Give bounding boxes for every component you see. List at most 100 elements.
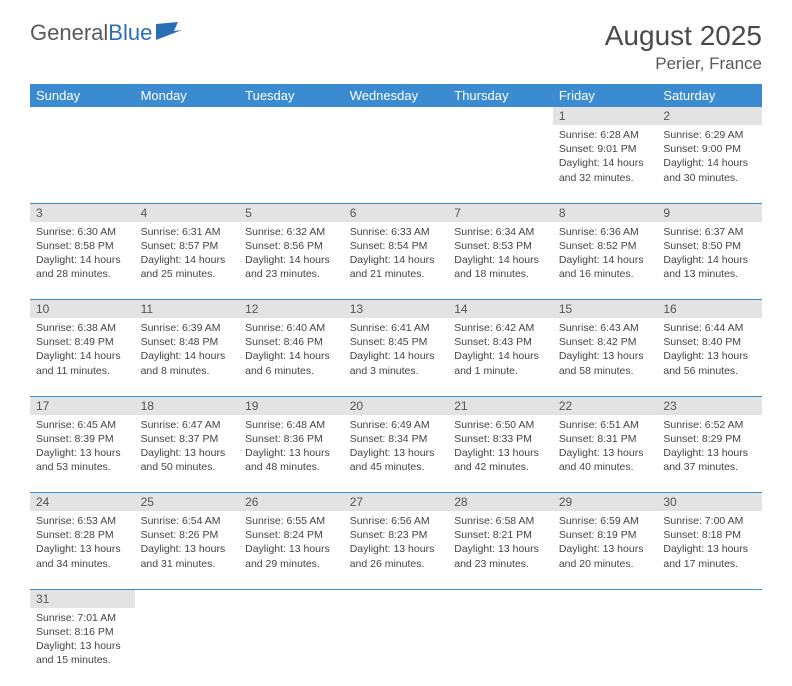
day-details: Sunrise: 6:32 AMSunset: 8:56 PMDaylight:…: [239, 222, 344, 286]
day-header-row: Sunday Monday Tuesday Wednesday Thursday…: [30, 84, 762, 107]
sunset-text: Sunset: 8:33 PM: [454, 432, 547, 446]
daylight-text: Daylight: 13 hours and 31 minutes.: [141, 542, 234, 570]
sunrise-text: Sunrise: 7:01 AM: [36, 611, 129, 625]
sunset-text: Sunset: 8:58 PM: [36, 239, 129, 253]
sunrise-text: Sunrise: 6:47 AM: [141, 418, 234, 432]
sunset-text: Sunset: 9:01 PM: [559, 142, 652, 156]
daylight-text: Daylight: 14 hours and 1 minute.: [454, 349, 547, 377]
day-details: Sunrise: 6:41 AMSunset: 8:45 PMDaylight:…: [344, 318, 449, 382]
day-number-cell: 29: [553, 493, 658, 512]
day-cell: [239, 608, 344, 686]
sunset-text: Sunset: 8:23 PM: [350, 528, 443, 542]
sunrise-text: Sunrise: 6:37 AM: [663, 225, 756, 239]
day-number-cell: 11: [135, 300, 240, 319]
sunrise-text: Sunrise: 6:48 AM: [245, 418, 338, 432]
day-header: Thursday: [448, 84, 553, 107]
daylight-text: Daylight: 14 hours and 23 minutes.: [245, 253, 338, 281]
day-header: Sunday: [30, 84, 135, 107]
daylight-text: Daylight: 13 hours and 53 minutes.: [36, 446, 129, 474]
day-number-cell: [448, 589, 553, 608]
sunset-text: Sunset: 8:36 PM: [245, 432, 338, 446]
day-cell: Sunrise: 6:40 AMSunset: 8:46 PMDaylight:…: [239, 318, 344, 396]
day-number-cell: 24: [30, 493, 135, 512]
day-header: Monday: [135, 84, 240, 107]
daylight-text: Daylight: 13 hours and 45 minutes.: [350, 446, 443, 474]
day-number-cell: 15: [553, 300, 658, 319]
sunrise-text: Sunrise: 6:30 AM: [36, 225, 129, 239]
daylight-text: Daylight: 13 hours and 15 minutes.: [36, 639, 129, 667]
daylight-text: Daylight: 14 hours and 25 minutes.: [141, 253, 234, 281]
sunrise-text: Sunrise: 6:33 AM: [350, 225, 443, 239]
day-number-cell: 1: [553, 107, 658, 125]
day-details: Sunrise: 6:52 AMSunset: 8:29 PMDaylight:…: [657, 415, 762, 479]
day-details: Sunrise: 6:59 AMSunset: 8:19 PMDaylight:…: [553, 511, 658, 575]
day-header: Friday: [553, 84, 658, 107]
month-title: August 2025: [605, 20, 762, 52]
daylight-text: Daylight: 13 hours and 23 minutes.: [454, 542, 547, 570]
day-details: Sunrise: 6:50 AMSunset: 8:33 PMDaylight:…: [448, 415, 553, 479]
day-number-cell: [135, 589, 240, 608]
sunrise-text: Sunrise: 6:53 AM: [36, 514, 129, 528]
day-cell: Sunrise: 6:36 AMSunset: 8:52 PMDaylight:…: [553, 222, 658, 300]
sunset-text: Sunset: 8:21 PM: [454, 528, 547, 542]
day-details: Sunrise: 7:01 AMSunset: 8:16 PMDaylight:…: [30, 608, 135, 672]
day-number-cell: 7: [448, 203, 553, 222]
day-details: Sunrise: 6:43 AMSunset: 8:42 PMDaylight:…: [553, 318, 658, 382]
sunset-text: Sunset: 8:37 PM: [141, 432, 234, 446]
sunrise-text: Sunrise: 7:00 AM: [663, 514, 756, 528]
day-cell: Sunrise: 6:59 AMSunset: 8:19 PMDaylight:…: [553, 511, 658, 589]
daylight-text: Daylight: 13 hours and 26 minutes.: [350, 542, 443, 570]
sunrise-text: Sunrise: 6:59 AM: [559, 514, 652, 528]
daylight-text: Daylight: 14 hours and 32 minutes.: [559, 156, 652, 184]
day-cell: Sunrise: 6:38 AMSunset: 8:49 PMDaylight:…: [30, 318, 135, 396]
day-details: Sunrise: 6:45 AMSunset: 8:39 PMDaylight:…: [30, 415, 135, 479]
day-cell: Sunrise: 6:31 AMSunset: 8:57 PMDaylight:…: [135, 222, 240, 300]
daynum-row: 3456789: [30, 203, 762, 222]
day-cell: [135, 608, 240, 686]
sunrise-text: Sunrise: 6:50 AM: [454, 418, 547, 432]
daylight-text: Daylight: 13 hours and 50 minutes.: [141, 446, 234, 474]
sunrise-text: Sunrise: 6:39 AM: [141, 321, 234, 335]
day-number-cell: 13: [344, 300, 449, 319]
day-cell: [239, 125, 344, 203]
day-number-cell: 17: [30, 396, 135, 415]
week-row: Sunrise: 6:45 AMSunset: 8:39 PMDaylight:…: [30, 415, 762, 493]
day-details: Sunrise: 6:55 AMSunset: 8:24 PMDaylight:…: [239, 511, 344, 575]
day-number-cell: 2: [657, 107, 762, 125]
sunset-text: Sunset: 8:28 PM: [36, 528, 129, 542]
sunset-text: Sunset: 8:19 PM: [559, 528, 652, 542]
week-row: Sunrise: 6:30 AMSunset: 8:58 PM Daylight:…: [30, 222, 762, 300]
daylight-text: Daylight: 13 hours and 42 minutes.: [454, 446, 547, 474]
sunrise-text: Sunrise: 6:31 AM: [141, 225, 234, 239]
day-number-cell: [30, 107, 135, 125]
day-details: Sunrise: 6:44 AMSunset: 8:40 PMDaylight:…: [657, 318, 762, 382]
sunrise-text: Sunrise: 6:38 AM: [36, 321, 129, 335]
day-cell: Sunrise: 6:39 AMSunset: 8:48 PMDaylight:…: [135, 318, 240, 396]
daylight-text: Daylight: 14 hours and 21 minutes.: [350, 253, 443, 281]
day-cell: Sunrise: 7:00 AMSunset: 8:18 PMDaylight:…: [657, 511, 762, 589]
sunset-text: Sunset: 8:26 PM: [141, 528, 234, 542]
day-details: Sunrise: 6:56 AMSunset: 8:23 PMDaylight:…: [344, 511, 449, 575]
day-number-cell: 9: [657, 203, 762, 222]
sunset-text: Sunset: 8:29 PM: [663, 432, 756, 446]
day-cell: [448, 125, 553, 203]
day-number-cell: 31: [30, 589, 135, 608]
day-cell: Sunrise: 6:51 AMSunset: 8:31 PMDaylight:…: [553, 415, 658, 493]
day-cell: Sunrise: 6:56 AMSunset: 8:23 PMDaylight:…: [344, 511, 449, 589]
flag-icon: [156, 20, 182, 46]
sunrise-text: Sunrise: 6:45 AM: [36, 418, 129, 432]
day-cell: Sunrise: 6:32 AMSunset: 8:56 PMDaylight:…: [239, 222, 344, 300]
day-cell: Sunrise: 6:49 AMSunset: 8:34 PMDaylight:…: [344, 415, 449, 493]
sunrise-text: Sunrise: 6:34 AM: [454, 225, 547, 239]
day-cell: [344, 125, 449, 203]
day-cell: Sunrise: 6:29 AMSunset: 9:00 PMDaylight:…: [657, 125, 762, 203]
sunset-text: Sunset: 8:54 PM: [350, 239, 443, 253]
sunrise-text: Sunrise: 6:28 AM: [559, 128, 652, 142]
sunset-text: Sunset: 8:40 PM: [663, 335, 756, 349]
sunrise-text: Sunrise: 6:36 AM: [559, 225, 652, 239]
sunrise-text: Sunrise: 6:52 AM: [663, 418, 756, 432]
day-details: Sunrise: 6:33 AMSunset: 8:54 PMDaylight:…: [344, 222, 449, 286]
day-details: Sunrise: 6:28 AMSunset: 9:01 PMDaylight:…: [553, 125, 658, 189]
week-row: Sunrise: 6:53 AMSunset: 8:28 PM Daylight:…: [30, 511, 762, 589]
sunset-text: Sunset: 8:57 PM: [141, 239, 234, 253]
